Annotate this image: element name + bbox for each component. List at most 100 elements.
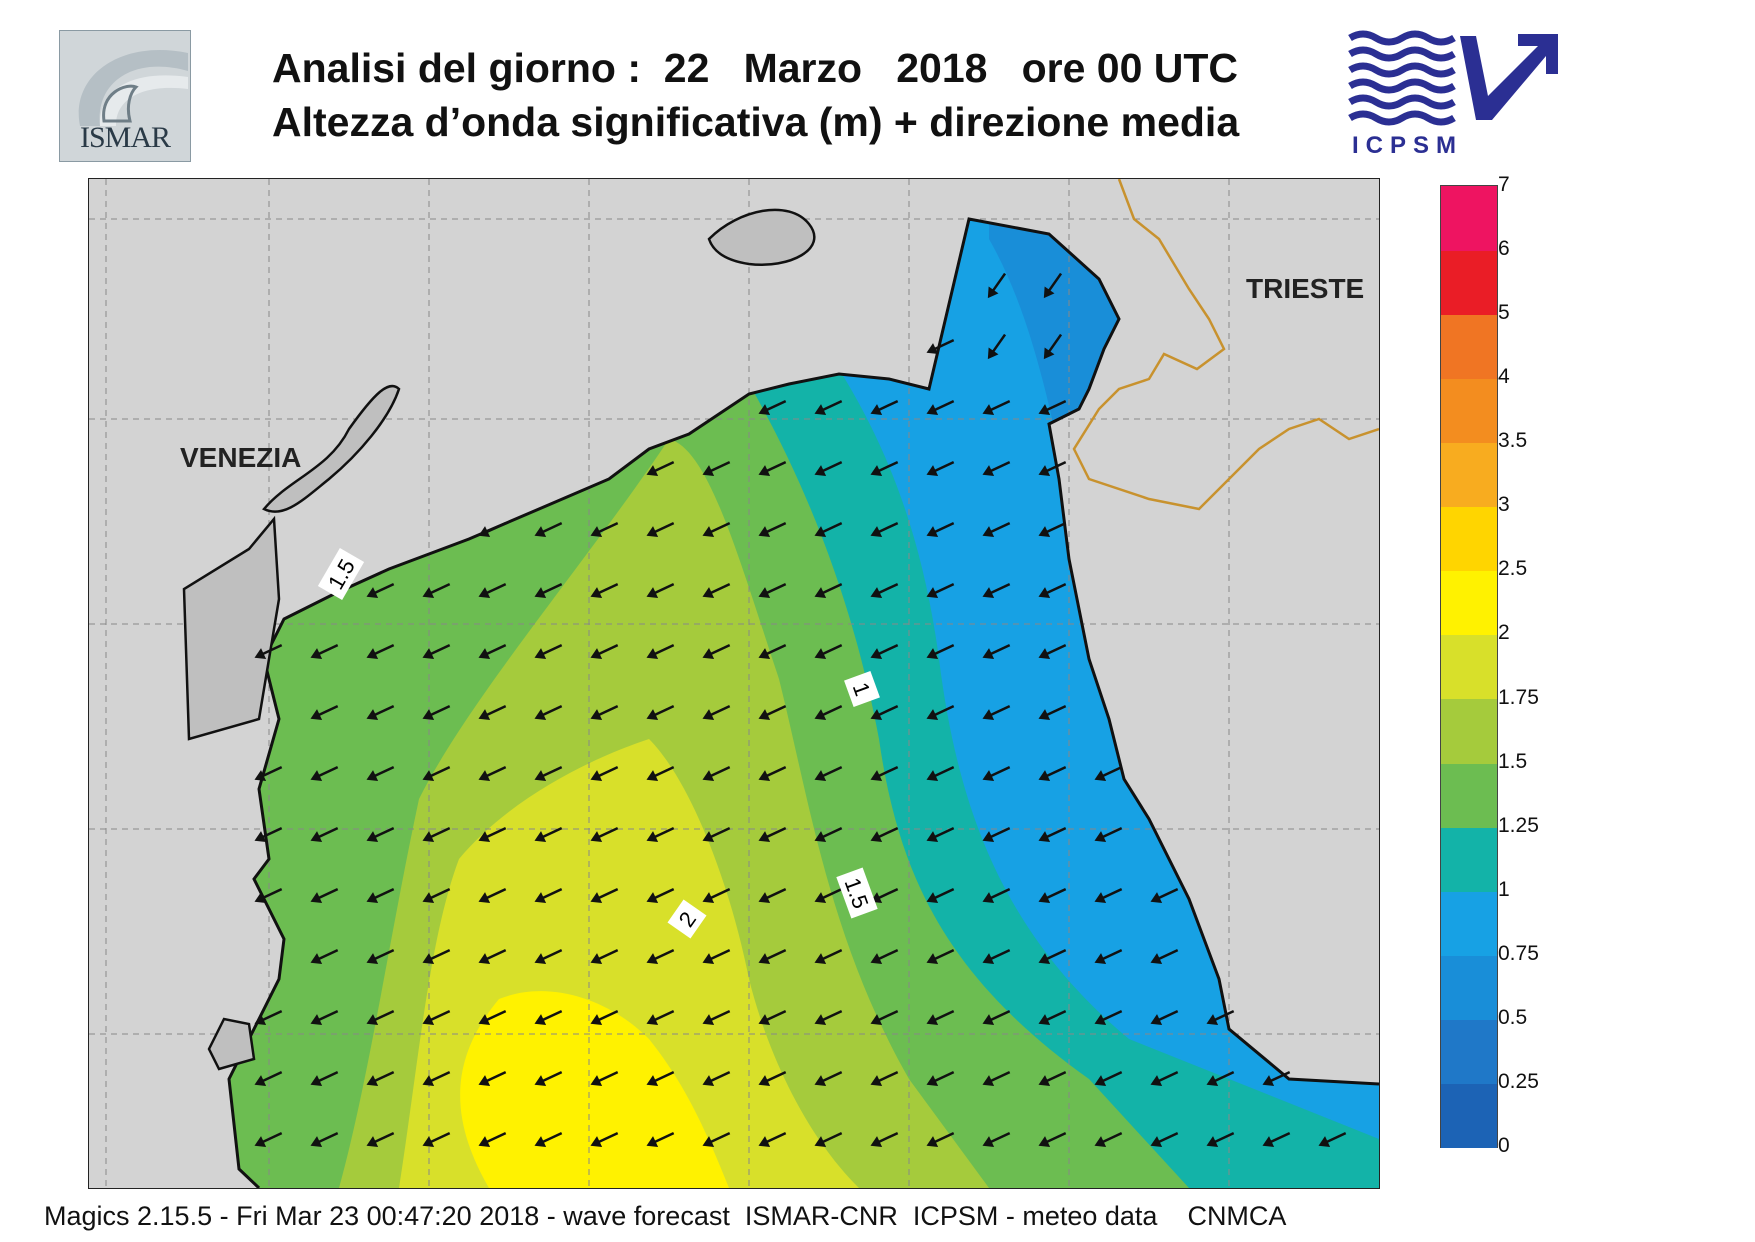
direction-arrow [254, 887, 283, 903]
direction-arrow [702, 826, 731, 842]
direction-arrow [1038, 582, 1067, 598]
direction-arrow [702, 643, 731, 659]
direction-arrow [478, 521, 507, 537]
direction-arrow [646, 1070, 675, 1086]
colorbar-tick-label: 0.75 [1498, 941, 1539, 965]
direction-arrow [646, 643, 675, 659]
direction-arrow [422, 704, 451, 720]
colorbar-tick-label: 6 [1498, 237, 1510, 261]
direction-arrow [926, 338, 955, 354]
direction-arrow [814, 765, 843, 781]
colorbar-tick-label: 1.75 [1498, 685, 1539, 709]
wave-direction-arrows [254, 272, 1347, 1147]
direction-arrow [1038, 460, 1067, 476]
direction-arrow [982, 1009, 1011, 1025]
colorbar-segment [1441, 698, 1497, 764]
direction-arrow [1038, 1009, 1067, 1025]
direction-arrow [982, 1070, 1011, 1086]
direction-arrow [590, 521, 619, 537]
direction-arrow [1043, 333, 1063, 360]
direction-arrow [1094, 887, 1123, 903]
colorbar-tick-label: 1.5 [1498, 749, 1528, 773]
colorbar-tick-label: 0 [1498, 1134, 1510, 1157]
colorbar-segment [1441, 506, 1497, 572]
direction-arrow [1318, 1131, 1347, 1147]
direction-arrow [814, 1070, 843, 1086]
direction-arrow [1206, 1009, 1235, 1025]
direction-arrow [254, 765, 283, 781]
direction-arrow [814, 582, 843, 598]
contour-label-2: 1 [844, 671, 880, 707]
direction-arrow [422, 1070, 451, 1086]
direction-arrow [310, 1070, 339, 1086]
contour-label-4: 2 [667, 899, 707, 939]
direction-arrow [702, 521, 731, 537]
direction-arrow [870, 399, 899, 415]
direction-arrow [1094, 948, 1123, 964]
direction-arrow [534, 1009, 563, 1025]
direction-arrow [1262, 1070, 1291, 1086]
direction-arrow [982, 582, 1011, 598]
direction-arrow [758, 643, 787, 659]
direction-arrow [478, 643, 507, 659]
direction-arrow [758, 1009, 787, 1025]
colorbar-tick-label: 3.5 [1498, 429, 1528, 453]
direction-arrow [758, 948, 787, 964]
direction-arrow [870, 826, 899, 842]
graticule [89, 179, 1379, 1188]
direction-arrow [1038, 521, 1067, 537]
map-subtitle: Altezza d’onda significativa (m) + direz… [272, 99, 1240, 145]
direction-arrow [982, 765, 1011, 781]
direction-arrow [982, 643, 1011, 659]
direction-arrow [1038, 1070, 1067, 1086]
direction-arrow [646, 948, 675, 964]
colorbar-segment [1441, 1018, 1497, 1084]
direction-arrow [702, 948, 731, 964]
direction-arrow [366, 826, 395, 842]
direction-arrow [534, 948, 563, 964]
direction-arrow [254, 1070, 283, 1086]
direction-arrow [758, 1070, 787, 1086]
direction-arrow [1038, 765, 1067, 781]
direction-arrow [1038, 948, 1067, 964]
direction-arrow [814, 826, 843, 842]
direction-arrow [422, 1131, 451, 1147]
wave-height-map: 1.5 1 1.5 2 [88, 178, 1380, 1189]
colorbar-segment [1441, 890, 1497, 956]
direction-arrow [366, 582, 395, 598]
colorbar-segment [1441, 1082, 1497, 1148]
direction-arrow [758, 1131, 787, 1147]
direction-arrow [646, 887, 675, 903]
direction-arrow [870, 460, 899, 476]
direction-arrow [478, 948, 507, 964]
direction-arrow [1150, 1131, 1179, 1147]
direction-arrow [310, 887, 339, 903]
direction-arrow [702, 765, 731, 781]
ismar-logo-text: ISMAR [79, 121, 171, 154]
direction-arrow [254, 643, 283, 659]
direction-arrow [534, 704, 563, 720]
direction-arrow [1038, 1131, 1067, 1147]
direction-arrow [926, 521, 955, 537]
direction-arrow [982, 1131, 1011, 1147]
colorbar-tick-label: 4 [1498, 365, 1510, 389]
direction-arrow [646, 1131, 675, 1147]
direction-arrow [814, 948, 843, 964]
direction-arrow [366, 765, 395, 781]
direction-arrow [310, 643, 339, 659]
direction-arrow [590, 887, 619, 903]
colorbar-tick-label: 2.5 [1498, 557, 1528, 581]
direction-arrow [422, 1009, 451, 1025]
direction-arrow [646, 460, 675, 476]
direction-arrow [926, 643, 955, 659]
direction-arrow [422, 887, 451, 903]
direction-arrow [422, 765, 451, 781]
direction-arrow [1038, 887, 1067, 903]
ismar-logo: ISMAR [59, 30, 191, 162]
direction-arrow [646, 704, 675, 720]
direction-arrow [758, 521, 787, 537]
colorbar-segment [1441, 442, 1497, 508]
direction-arrow [870, 521, 899, 537]
direction-arrow [478, 1009, 507, 1025]
colorbar-segment [1441, 570, 1497, 636]
